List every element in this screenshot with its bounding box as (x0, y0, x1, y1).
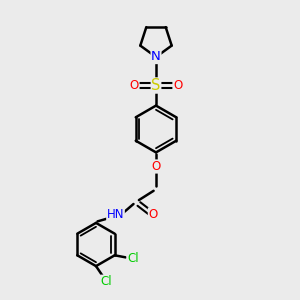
Text: S: S (151, 78, 161, 93)
Text: Cl: Cl (127, 252, 139, 265)
Text: O: O (173, 79, 182, 92)
Text: N: N (151, 50, 161, 64)
Text: Cl: Cl (101, 275, 112, 288)
Text: O: O (130, 79, 139, 92)
Text: O: O (152, 160, 160, 173)
Text: O: O (148, 208, 158, 221)
Text: HN: HN (107, 208, 124, 221)
